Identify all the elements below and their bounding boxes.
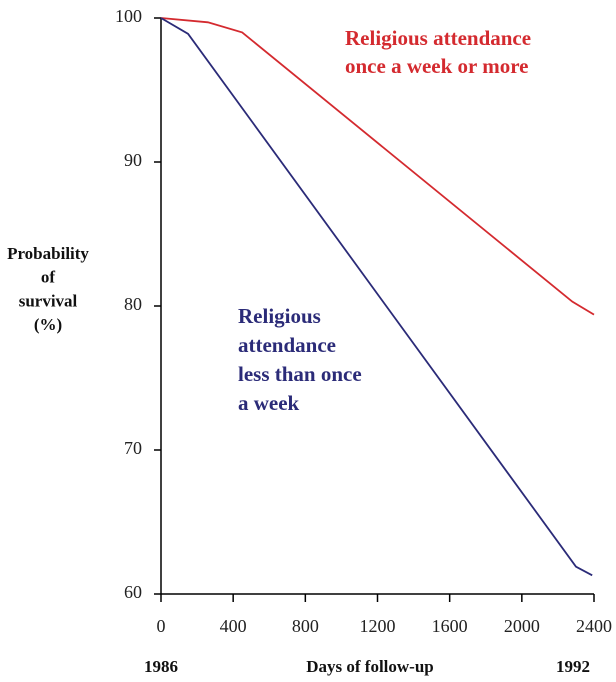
x-tick-label: 2400: [576, 616, 612, 636]
y-axis-label: of: [41, 268, 56, 287]
y-axis-label: (%): [34, 315, 62, 334]
y-axis-label: survival: [19, 291, 78, 310]
y-tick-label: 100: [115, 6, 142, 26]
series-label: Religious: [238, 304, 321, 328]
x-axis-label: Days of follow-up: [306, 657, 434, 676]
series-line: [160, 17, 593, 577]
y-tick-label: 60: [124, 582, 142, 602]
x-tick-label: 0: [157, 616, 166, 636]
series-label: attendance: [238, 333, 336, 357]
y-tick-label: 70: [124, 438, 142, 458]
series-label: once a week or more: [345, 54, 529, 78]
x-tick-label: 800: [292, 616, 319, 636]
series-label: a week: [238, 391, 300, 415]
y-axis-label: Probability: [7, 244, 89, 263]
series-line: [160, 17, 595, 316]
x-tick-label: 1600: [432, 616, 468, 636]
x-tick-label: 400: [220, 616, 247, 636]
series-label: less than once: [238, 362, 362, 386]
year-label: 1986: [144, 657, 178, 676]
x-tick-label: 2000: [504, 616, 540, 636]
y-tick-label: 90: [124, 150, 142, 170]
year-label: 1992: [556, 657, 590, 676]
y-tick-label: 80: [124, 294, 142, 314]
x-tick-label: 1200: [360, 616, 396, 636]
series-label: Religious attendance: [345, 26, 531, 50]
